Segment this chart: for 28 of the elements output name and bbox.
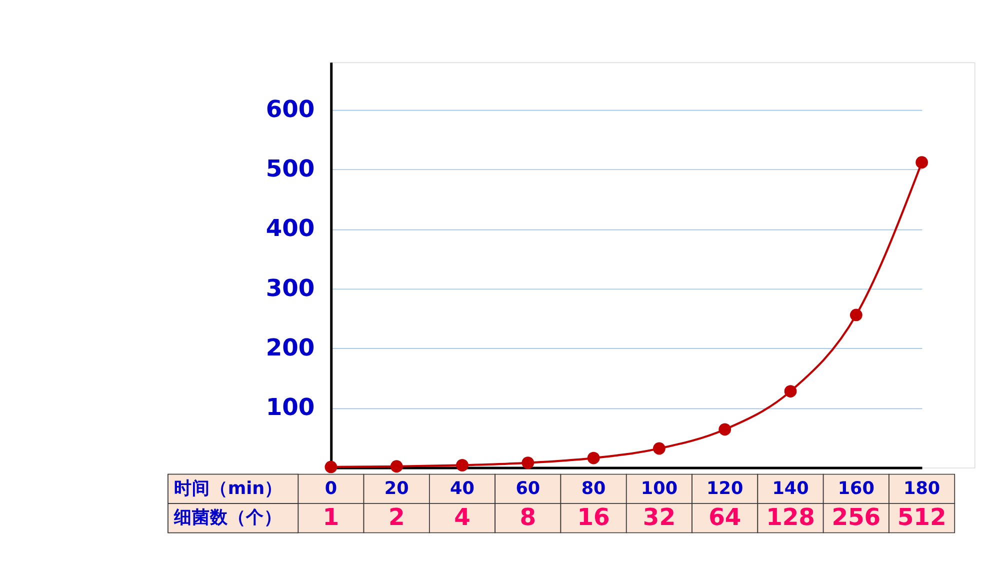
x-tick-label: 100 <box>640 478 678 499</box>
y-axis-title: 细菌数（个） <box>172 507 282 528</box>
data-label: 512 <box>897 502 946 531</box>
y-tick-label: 500 <box>266 154 315 183</box>
data-label: 4 <box>454 502 470 531</box>
y-tick-label: 100 <box>266 393 315 422</box>
x-tick-label: 60 <box>516 478 540 499</box>
x-axis-title: 时间（min） <box>174 478 283 499</box>
data-label: 2 <box>388 502 405 531</box>
data-label: 1 <box>322 502 340 531</box>
data-label: 16 <box>577 502 610 531</box>
data-label: 128 <box>766 502 815 531</box>
x-tick-label: 40 <box>450 478 474 499</box>
y-tick-label: 400 <box>266 214 315 242</box>
x-tick-label: 0 <box>324 478 338 499</box>
data-label: 32 <box>642 502 676 531</box>
y-tick-label: 300 <box>266 274 315 302</box>
y-tick-label: 600 <box>266 95 315 124</box>
x-tick-label: 20 <box>384 478 409 499</box>
x-tick-label: 80 <box>581 478 606 499</box>
data-label: 64 <box>708 502 742 531</box>
y-tick-label: 200 <box>266 333 315 362</box>
x-tick-label: 140 <box>772 478 809 499</box>
x-tick-label: 160 <box>838 478 874 499</box>
x-tick-label: 180 <box>903 478 940 499</box>
data-label: 256 <box>832 502 881 531</box>
data-label: 8 <box>520 502 536 531</box>
x-tick-label: 120 <box>706 478 744 499</box>
